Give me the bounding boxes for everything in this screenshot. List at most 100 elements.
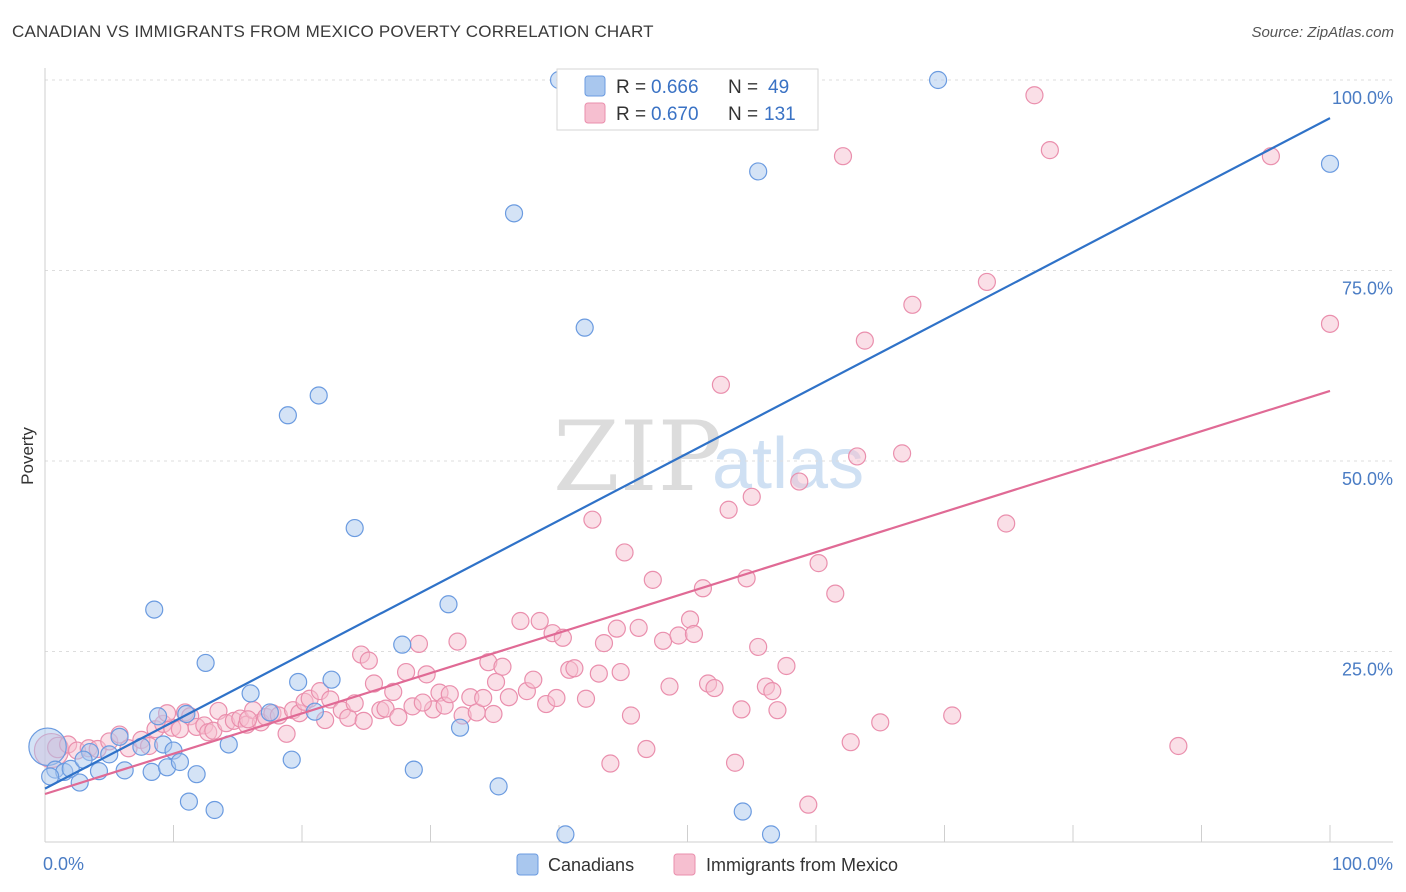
canadians-point-8: [110, 727, 129, 746]
mexico-point-113: [871, 713, 890, 732]
mexico-point-87: [660, 677, 679, 696]
mexico-point-128: [547, 688, 566, 708]
legend-n-label-mexico: N =: [728, 104, 758, 125]
mexico-point-122: [1261, 147, 1280, 166]
mexico-point-88: [669, 626, 688, 645]
canadians-point-27: [282, 750, 301, 769]
mexico-point-84: [637, 739, 656, 759]
x-tick-label-0: 0.0%: [43, 854, 84, 874]
tick-labels: 25.0% 50.0% 75.0% 100.0% 0.0% 100.0%: [43, 88, 1393, 874]
canadians-point-36: [450, 718, 470, 737]
y-tick-label-0: 25.0%: [1342, 660, 1393, 680]
mexico-point-125: [354, 711, 373, 730]
x-tick-label-1: 100.0%: [1332, 854, 1393, 874]
trend-lines: [44, 117, 1331, 796]
mexico-point-64: [493, 657, 512, 676]
mexico-point-44: [364, 674, 384, 693]
mexico-point-93: [705, 678, 724, 698]
canadians-point-32: [345, 518, 364, 538]
mexico-point-61: [474, 688, 493, 708]
mexico-point-79: [601, 754, 620, 773]
canadians-point-28: [289, 672, 308, 692]
mexico-point-65: [499, 688, 518, 707]
stats-legend: R = 0.666 N = 49 R = 0.670 N = 131: [556, 68, 819, 131]
legend-n-label-canadians: N =: [728, 77, 758, 98]
canadians-point-12: [145, 600, 164, 619]
mexico-point-124: [238, 710, 258, 729]
mexico-point-110: [841, 733, 860, 752]
legend-r-value-mexico: 0.670: [651, 104, 699, 125]
mexico-point-118: [997, 514, 1016, 533]
mexico-point-105: [790, 472, 809, 491]
mexico-point-115: [903, 295, 922, 314]
mexico-point-108: [826, 584, 845, 603]
canadians-point-25: [260, 703, 279, 722]
mexico-point-112: [855, 331, 874, 350]
canadians-point-44: [761, 825, 781, 844]
canadians-point-24: [241, 684, 260, 703]
mexico-point-102: [763, 682, 782, 701]
legend-n-value-canadians: 49: [768, 77, 789, 98]
legend-r-label-canadians: R =: [616, 77, 646, 98]
mexico-point-78: [594, 634, 614, 653]
mexico-point-68: [524, 670, 543, 689]
canadians-point-22: [205, 800, 224, 820]
canadians-point-35: [439, 595, 458, 614]
canadians-point-46: [1320, 154, 1340, 173]
canadians-point-0: [28, 727, 67, 767]
canadians-point-31: [322, 670, 341, 689]
mexico-point-57: [448, 632, 467, 651]
canadians-point-13: [148, 707, 168, 726]
mexico-point-126: [413, 693, 432, 712]
bottom-legend-label-canadians: Canadians: [548, 855, 634, 875]
bottom-legend-swatch-mexico: [673, 853, 696, 876]
chart-title: CANADIAN VS IMMIGRANTS FROM MEXICO POVER…: [12, 22, 654, 41]
mexico-point-116: [943, 706, 962, 725]
mexico-point-95: [719, 500, 738, 519]
mexico-point-111: [848, 447, 867, 466]
canadians-points: [28, 70, 1340, 844]
canadians-point-40: [556, 825, 575, 844]
mexico-point-82: [621, 706, 641, 725]
canadians-point-20: [187, 765, 206, 784]
legend-r-label-mexico: R =: [616, 104, 646, 125]
mexico-point-83: [629, 618, 648, 637]
mexico-point-90: [684, 624, 704, 644]
mexico-point-77: [589, 664, 608, 683]
canadians-point-43: [749, 162, 768, 181]
mexico-point-63: [486, 672, 506, 692]
mexico-point-127: [484, 704, 503, 724]
mexico-point-107: [809, 554, 828, 573]
canadians-point-38: [504, 204, 524, 223]
legend-n-value-mexico: 131: [764, 104, 796, 125]
mexico-trend-line: [44, 389, 1331, 796]
canadians-point-37: [489, 777, 508, 796]
bottom-legend-swatch-canadians: [516, 853, 539, 876]
y-tick-label-1: 50.0%: [1342, 469, 1393, 489]
canadians-point-30: [309, 386, 328, 405]
legend-r-value-canadians: 0.666: [651, 77, 699, 98]
mexico-point-103: [768, 701, 787, 720]
mexico-point-96: [725, 753, 745, 772]
mexico-point-48: [389, 707, 408, 727]
mexico-point-119: [1025, 86, 1044, 105]
mexico-point-46: [376, 699, 395, 718]
canadians-point-19: [179, 792, 199, 811]
gridlines: [45, 79, 1393, 652]
series-legend: Canadians Immigrants from Mexico: [516, 853, 898, 876]
watermark-atlas: atlas: [712, 424, 864, 504]
canadians-point-33: [393, 635, 412, 654]
mexico-point-80: [607, 619, 626, 638]
mexico-point-117: [977, 272, 997, 292]
mexico-point-31: [277, 724, 296, 743]
mexico-point-47: [384, 682, 403, 701]
mexico-point-74: [565, 659, 584, 678]
legend-swatch-canadians: [584, 75, 606, 97]
canadians-point-26: [278, 406, 297, 425]
canadians-point-34: [404, 760, 423, 779]
mexico-point-76: [583, 510, 602, 529]
y-axis-label: Poverty: [18, 427, 37, 485]
legend-swatch-mexico: [584, 102, 606, 124]
bottom-legend-label-mexico: Immigrants from Mexico: [706, 855, 898, 875]
mexico-point-104: [777, 656, 796, 676]
